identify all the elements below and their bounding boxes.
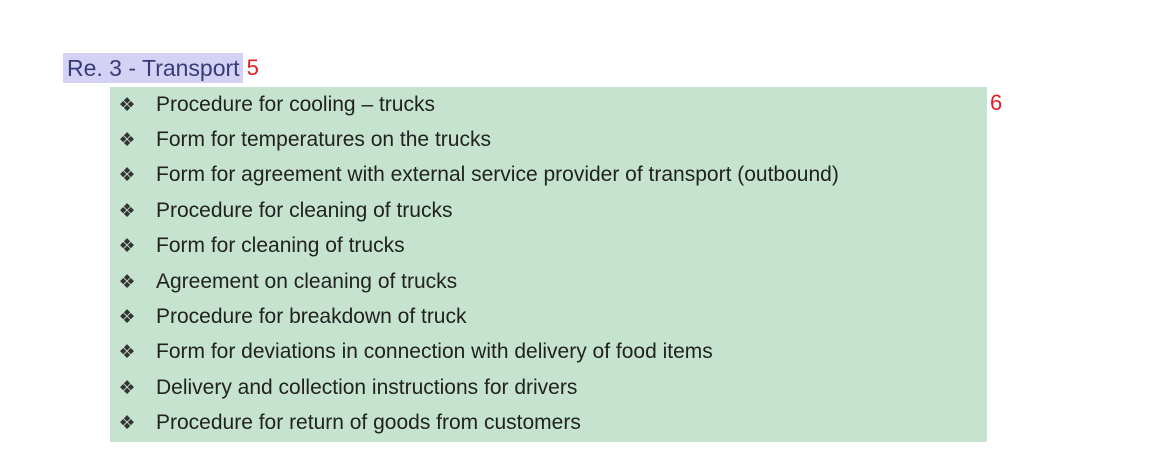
list-item: ❖ Form for cleaning of trucks	[110, 229, 987, 264]
list-item: ❖ Agreement on cleaning of trucks	[110, 264, 987, 299]
list-number-marker: 6	[990, 90, 1003, 115]
list-item: ❖ Delivery and collection instructions f…	[110, 370, 987, 405]
diamond-bullet-icon: ❖	[118, 93, 136, 116]
list-item-label: Procedure for return of goods from custo…	[156, 411, 581, 435]
diamond-bullet-icon: ❖	[118, 235, 136, 258]
list-item-label: Form for agreement with external service…	[156, 163, 839, 187]
list-item-label: Delivery and collection instructions for…	[156, 375, 578, 399]
list-item: ❖ Procedure for breakdown of truck	[110, 299, 987, 334]
section-title: Re. 3 - Transport	[63, 52, 243, 83]
list-item-label: Form for temperatures on the trucks	[156, 128, 491, 152]
list-item: ❖ Procedure for return of goods from cus…	[110, 406, 987, 441]
list-item: ❖ Procedure for cooling – trucks	[110, 87, 987, 122]
list-item-label: Form for cleaning of trucks	[156, 234, 405, 258]
diamond-bullet-icon: ❖	[118, 270, 136, 293]
list-item-label: Procedure for cleaning of trucks	[156, 198, 453, 222]
diamond-bullet-icon: ❖	[118, 164, 136, 187]
diamond-bullet-icon: ❖	[118, 341, 136, 364]
list-item-label: Form for deviations in connection with d…	[156, 340, 713, 364]
diamond-bullet-icon: ❖	[118, 412, 136, 435]
list-item-label: Procedure for breakdown of truck	[156, 305, 467, 329]
document-list-highlight: ❖ Procedure for cooling – trucks ❖ Form …	[110, 87, 987, 442]
diamond-bullet-icon: ❖	[118, 199, 136, 222]
list-item: ❖ Procedure for cleaning of trucks	[110, 193, 987, 228]
document-list: ❖ Procedure for cooling – trucks ❖ Form …	[110, 87, 987, 441]
list-item: ❖ Form for temperatures on the trucks	[110, 122, 987, 157]
list-item-label: Procedure for cooling – trucks	[156, 92, 435, 116]
section-heading: Re. 3 - Transport 5	[63, 51, 259, 84]
list-item-label: Agreement on cleaning of trucks	[156, 269, 458, 293]
heading-number-marker: 5	[246, 54, 259, 80]
list-item: ❖ Form for deviations in connection with…	[110, 335, 987, 370]
diamond-bullet-icon: ❖	[118, 376, 136, 399]
diamond-bullet-icon: ❖	[118, 306, 136, 329]
list-item: ❖ Form for agreement with external servi…	[110, 158, 987, 193]
diamond-bullet-icon: ❖	[118, 129, 136, 152]
